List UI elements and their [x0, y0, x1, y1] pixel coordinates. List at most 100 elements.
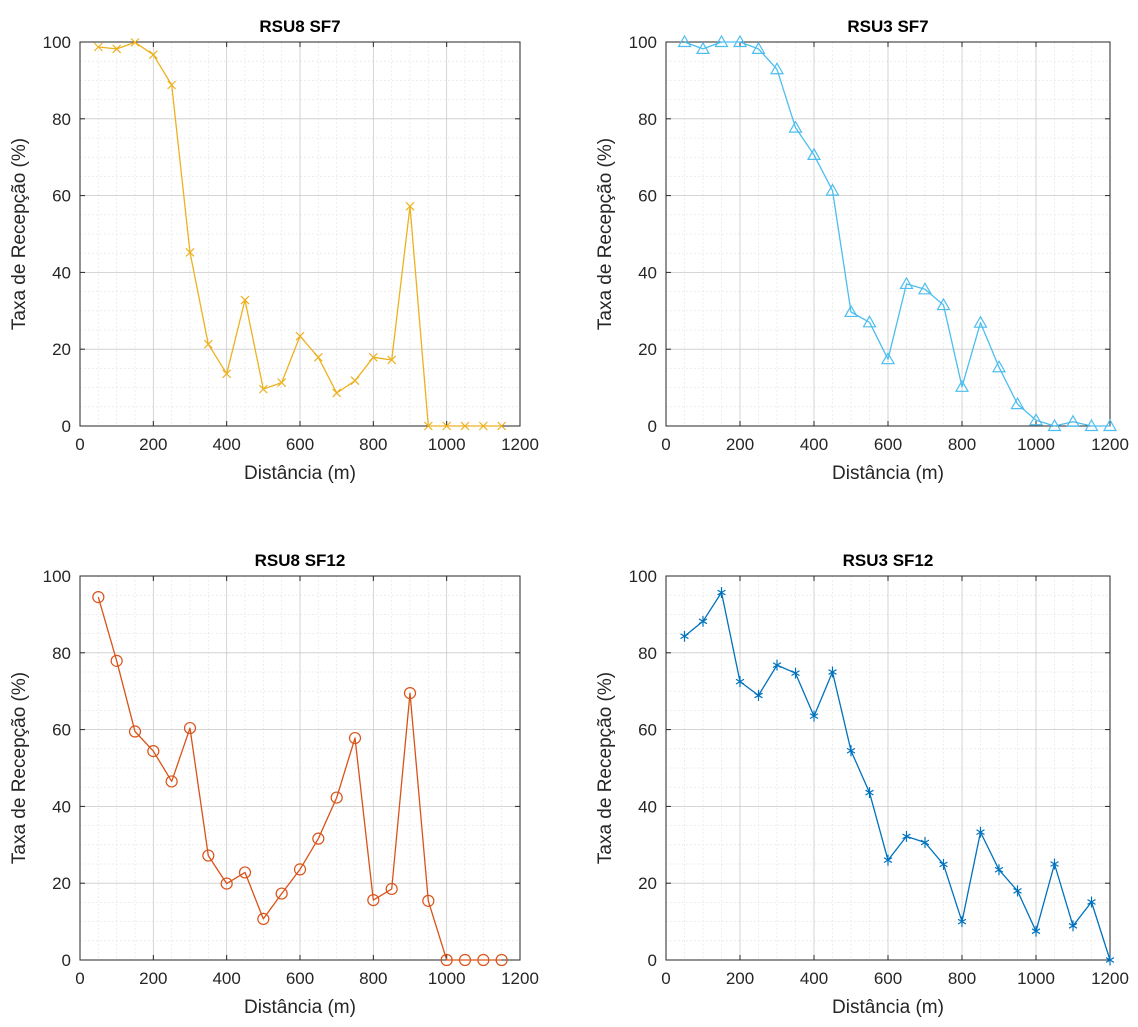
data-point [1013, 885, 1022, 897]
data-point [167, 80, 177, 90]
x-tick-label: 1200 [1091, 435, 1129, 454]
data-point [954, 379, 970, 392]
data-point [112, 44, 122, 54]
data-point [203, 339, 213, 349]
data-point [1047, 418, 1062, 432]
data-point [275, 887, 288, 900]
x-axis-label: Distância (m) [244, 463, 356, 484]
data-point [348, 731, 362, 745]
y-axis-label: Taxa de Recepção (%) [9, 672, 30, 864]
data-point [387, 355, 397, 365]
data-point [1031, 925, 1041, 937]
data-point [258, 384, 268, 394]
data-point [478, 421, 488, 431]
data-point [883, 854, 893, 866]
data-point [1102, 418, 1118, 432]
data-point [92, 591, 105, 604]
y-tick-label: 60 [52, 187, 71, 206]
x-tick-label: 1000 [428, 969, 466, 988]
data-point [991, 360, 1007, 373]
data-point [312, 832, 325, 845]
data-point [769, 62, 785, 75]
x-tick-label: 0 [661, 969, 670, 988]
data-point [809, 710, 819, 722]
y-tick-label: 60 [638, 187, 657, 206]
data-point [754, 689, 763, 701]
y-tick-label: 100 [43, 567, 71, 586]
data-point [295, 331, 305, 341]
data-point [385, 882, 398, 896]
data-point [899, 276, 914, 290]
y-tick-label: 20 [638, 340, 657, 359]
series-markers [680, 587, 1115, 966]
data-point [920, 836, 930, 848]
data-point [185, 248, 195, 257]
data-point [128, 725, 142, 738]
y-tick-label: 100 [43, 33, 71, 52]
data-point [1084, 418, 1099, 432]
data-point [695, 41, 711, 55]
data-point [332, 388, 342, 398]
data-point [788, 120, 803, 133]
data-point [93, 42, 103, 52]
data-point [165, 775, 178, 788]
data-point [1065, 414, 1081, 427]
x-tick-label: 200 [726, 435, 754, 454]
x-tick-label: 0 [75, 969, 84, 988]
x-axis-label: Distância (m) [244, 997, 356, 1018]
x-tick-label: 400 [800, 969, 828, 988]
x-tick-label: 800 [948, 435, 976, 454]
x-tick-label: 1000 [1017, 969, 1055, 988]
data-point [477, 953, 490, 967]
data-point [825, 183, 840, 196]
y-tick-label: 0 [648, 951, 657, 970]
tick-marks [79, 575, 521, 961]
series-line [97, 596, 502, 961]
chart-rsu3-sf12: 0 200 400 600 800 1000 1200 0 20 40 60 80 100 RSU3 SF… [595, 551, 1129, 1018]
y-tick-label: 100 [629, 33, 657, 52]
data-point [277, 378, 287, 388]
x-tick-label: 0 [661, 435, 670, 454]
data-point [1068, 920, 1078, 932]
data-point [110, 654, 123, 667]
data-point [880, 351, 896, 365]
x-tick-label: 1200 [501, 435, 539, 454]
data-point [732, 34, 748, 48]
data-point [497, 421, 507, 431]
data-point [717, 587, 726, 599]
y-tick-label: 40 [52, 263, 71, 282]
data-point [220, 877, 233, 890]
data-point [238, 866, 252, 879]
x-axis-label: Distância (m) [832, 463, 944, 484]
data-point [330, 791, 343, 804]
y-tick-label: 80 [52, 644, 71, 663]
y-tick-label: 40 [638, 797, 657, 816]
data-point [917, 282, 933, 295]
chart-title: RSU3 SF7 [847, 17, 928, 36]
x-tick-label: 1000 [1017, 435, 1055, 454]
x-tick-label: 600 [874, 435, 902, 454]
data-point [222, 369, 232, 379]
data-point [1028, 413, 1044, 426]
data-point [791, 667, 800, 679]
chart-title: RSU8 SF7 [259, 17, 340, 36]
x-tick-label: 800 [948, 969, 976, 988]
x-tick-label: 200 [139, 435, 167, 454]
y-axis-label: Taxa de Recepção (%) [9, 138, 30, 330]
x-tick-label: 600 [874, 969, 902, 988]
data-point [293, 863, 307, 876]
data-point [751, 41, 766, 55]
data-point [313, 352, 323, 362]
y-tick-label: 100 [629, 567, 657, 586]
x-axis-label: Distância (m) [832, 997, 944, 1018]
data-point [147, 745, 160, 758]
series-markers [677, 34, 1118, 432]
data-point [442, 421, 452, 431]
data-point [495, 953, 508, 967]
x-tick-label: 200 [726, 969, 754, 988]
x-tick-label: 1000 [428, 435, 466, 454]
data-point [148, 50, 158, 60]
x-tick-label: 600 [286, 435, 314, 454]
data-point [403, 687, 417, 700]
